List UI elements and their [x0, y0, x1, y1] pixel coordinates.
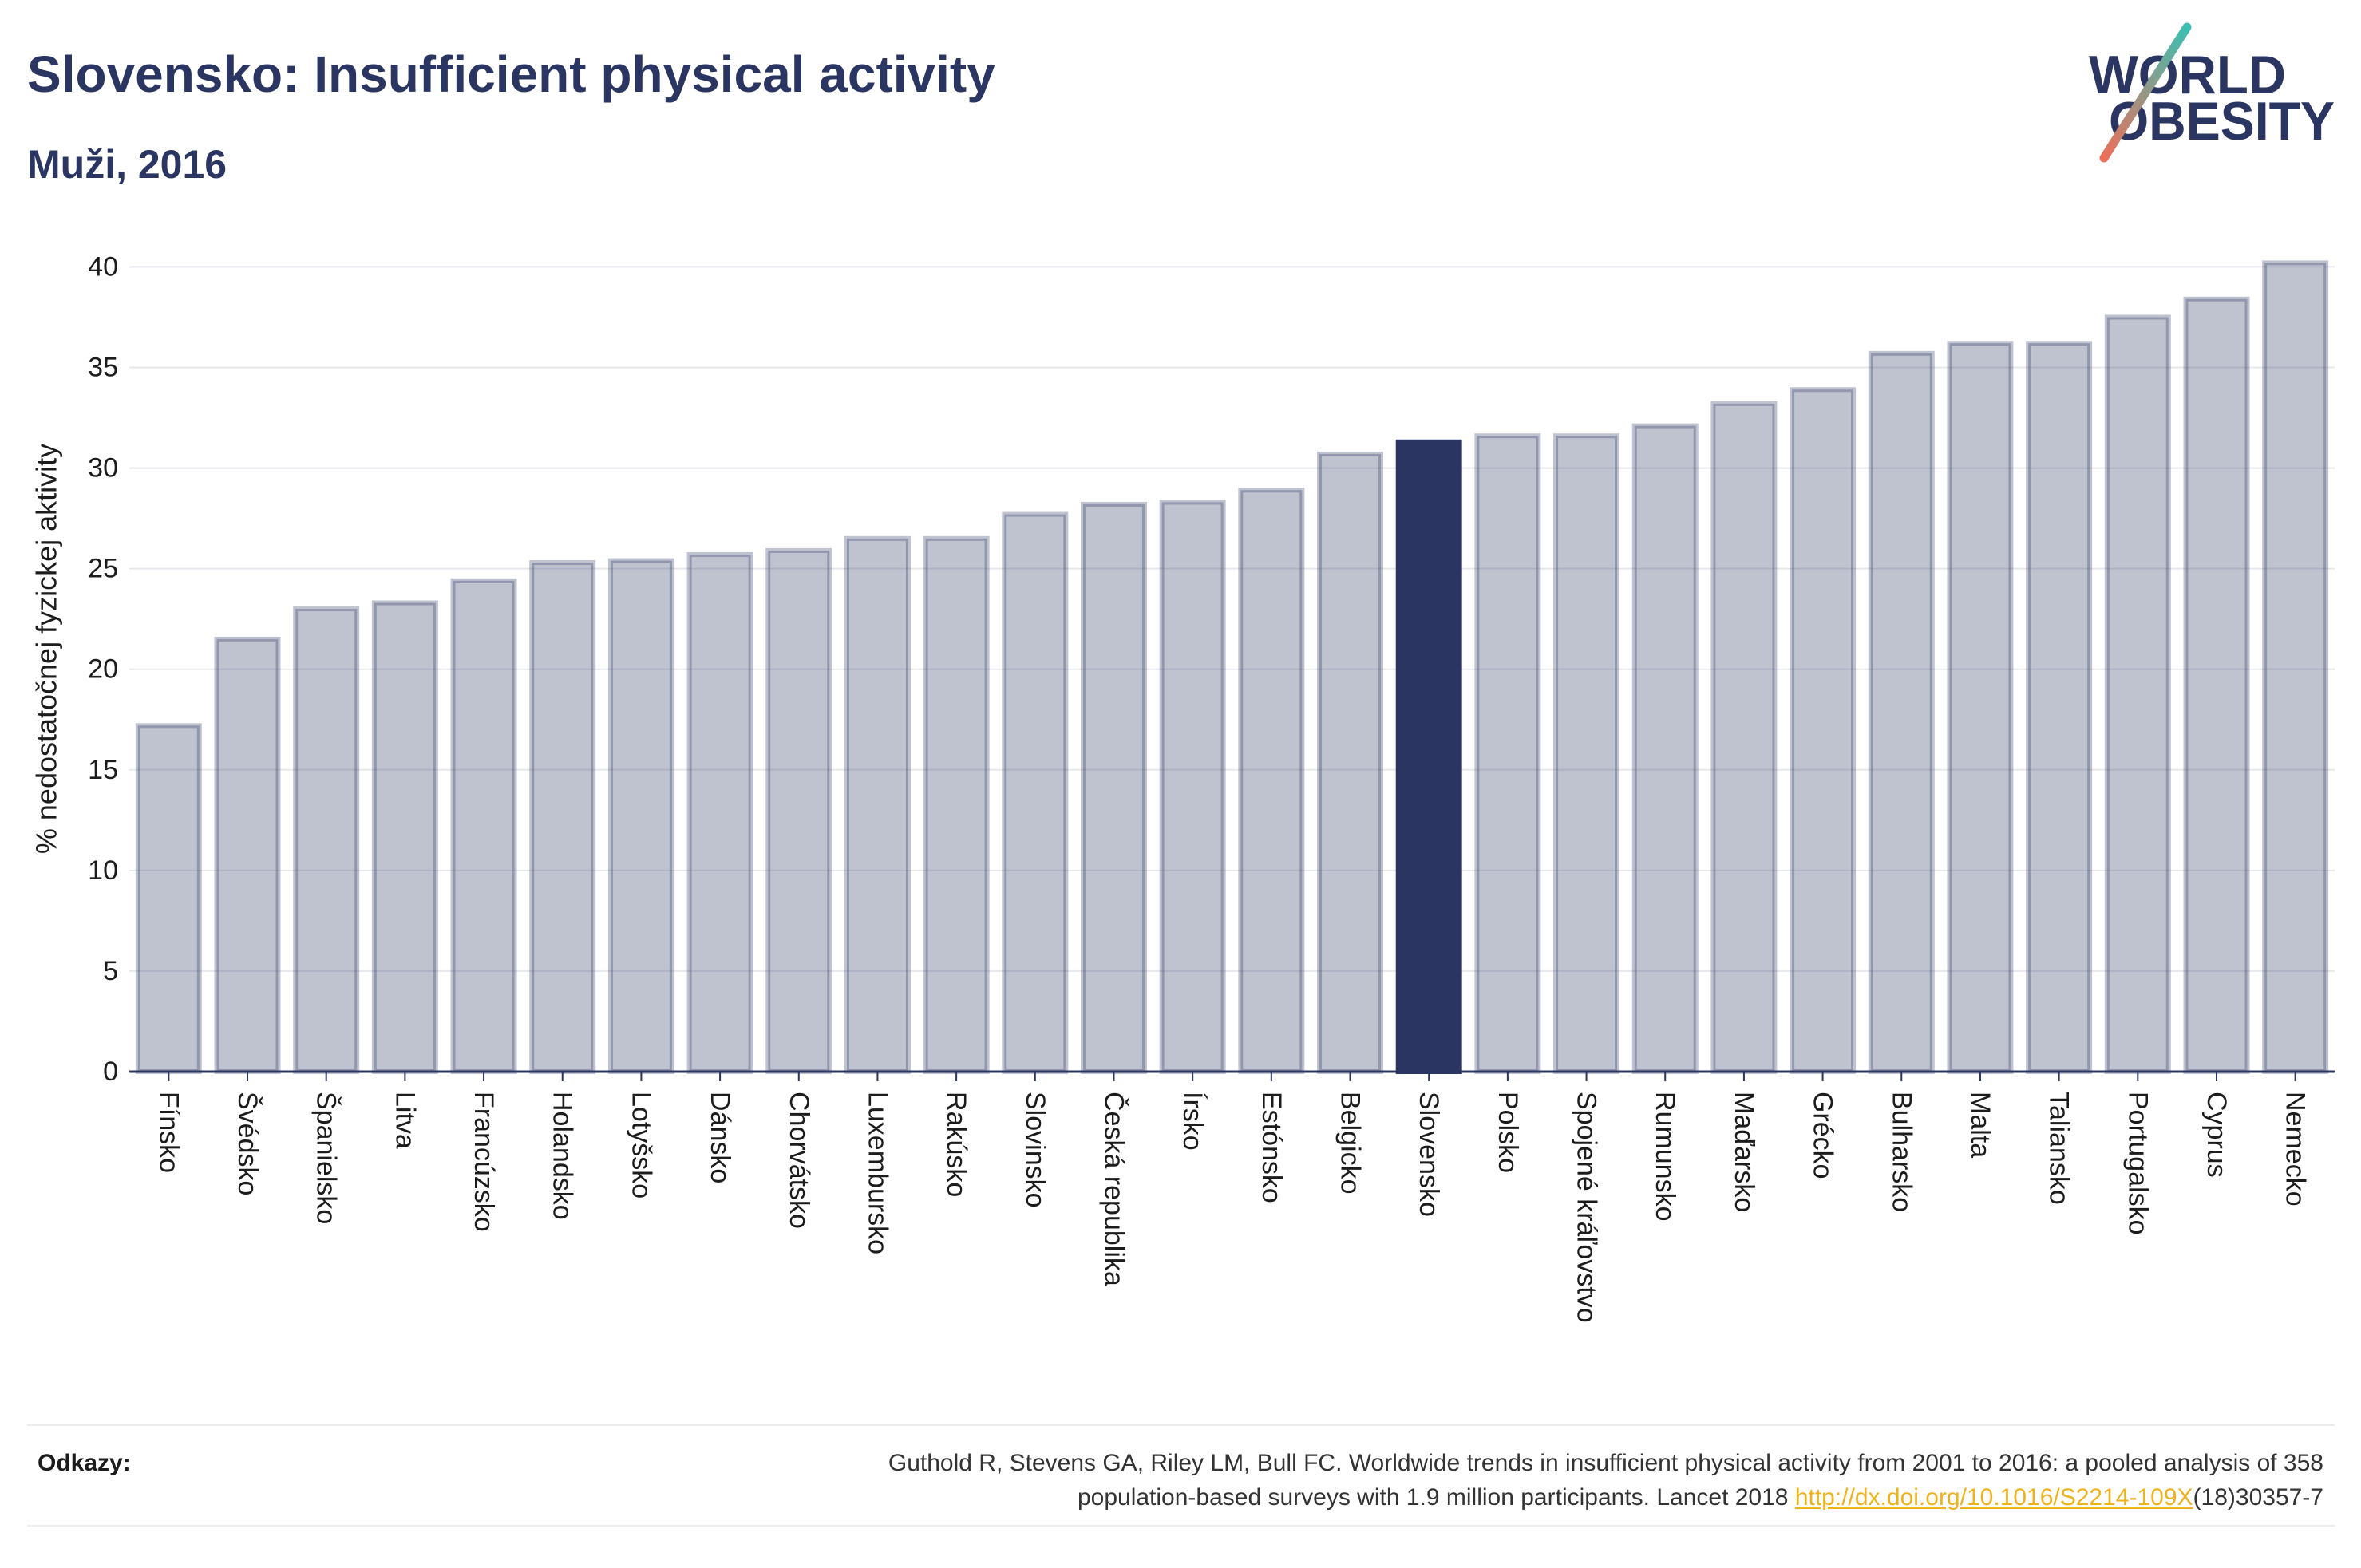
chart-title: Slovensko: Insufficient physical activit… [27, 45, 995, 103]
y-tick-label: 40 [88, 251, 118, 282]
plot-area: 0 5 10 15 20 25 30 35 40 Fínsko Švédsko Španielsko L… [88, 251, 2335, 1323]
x-tick-label: Bulharsko [1886, 1092, 1916, 1212]
x-tick-label: Španielsko [311, 1092, 342, 1224]
bar-belgicko [1317, 451, 1384, 1074]
y-axis-ticks: 0 5 10 15 20 25 30 35 40 [88, 251, 118, 1087]
reference-text: Guthold R, Stevens GA, Riley LM, Bull FC… [328, 1446, 2323, 1515]
bar-madarsko [1710, 401, 1778, 1074]
bar-litva [371, 600, 438, 1074]
bar-dansko [686, 551, 753, 1074]
x-tick-label: Slovinsko [1020, 1092, 1050, 1208]
x-tick-label: Slovensko [1414, 1092, 1444, 1217]
doi-link[interactable]: http://dx.doi.org/10.1016/S2214-109X [1794, 1484, 2193, 1511]
logo-slash-icon [2099, 22, 2192, 163]
x-tick-label: Dánsko [705, 1092, 735, 1183]
bar-portugalsko [2104, 314, 2171, 1074]
world-obesity-logo: WORLD OBESITY [2089, 22, 2335, 163]
x-tick-label: Estónsko [1256, 1092, 1287, 1203]
bar-luxembursko [844, 535, 911, 1074]
doi-link-suffix: (18)30357-7 [2193, 1484, 2323, 1511]
x-tick-label: Írsko [1177, 1092, 1208, 1151]
bar-chorvatsko [765, 547, 832, 1074]
x-tick-label: Fínsko [153, 1092, 184, 1173]
x-tick-label: Rakúsko [941, 1092, 971, 1197]
footer-bottom-divider [27, 1525, 2335, 1527]
bar-polsko [1474, 433, 1541, 1074]
y-tick-label: 0 [103, 1057, 118, 1087]
bar-estonsko [1238, 488, 1305, 1074]
bar-taliansko [2026, 341, 2093, 1074]
x-tick-label: Malta [1965, 1092, 1995, 1158]
reference-line-1: Guthold R, Stevens GA, Riley LM, Bull FC… [888, 1450, 2323, 1476]
y-tick-label: 15 [88, 755, 118, 785]
bar-grecko [1790, 387, 1857, 1074]
x-tick-label: Spojené kráľovstvo [1572, 1092, 1602, 1323]
bar-nemecko [2262, 260, 2329, 1074]
x-axis-ticks: Fínsko Švédsko Španielsko Litva Francúzsko Ho… [153, 1072, 2311, 1323]
x-tick-label: Holandsko [548, 1092, 578, 1220]
y-axis-title: % nedostatočnej fyzickej aktivity [30, 444, 63, 854]
footer-top-divider [27, 1424, 2335, 1426]
x-tick-label: Litva [390, 1092, 420, 1149]
bar-spojene-kralovstvo [1553, 433, 1620, 1074]
x-tick-label: Rumunsko [1650, 1092, 1680, 1222]
bar-holandsko [529, 560, 596, 1074]
x-tick-label: Maďarsko [1729, 1092, 1759, 1212]
references-label: Odkazy: [38, 1450, 131, 1476]
x-tick-label: Portugalsko [2122, 1092, 2153, 1235]
bars [135, 260, 2329, 1075]
x-tick-label: Belgicko [1335, 1092, 1366, 1195]
bar-svedsko [214, 636, 281, 1074]
x-tick-label: Polsko [1493, 1092, 1523, 1173]
bar-francuzsko [450, 578, 517, 1074]
y-tick-label: 25 [88, 554, 118, 584]
bar-malta [1947, 341, 2014, 1074]
reference-line-2: population-based surveys with 1.9 millio… [328, 1480, 2323, 1515]
y-tick-label: 35 [88, 353, 118, 383]
bar-irsko [1159, 500, 1226, 1074]
bar-cyprus [2183, 296, 2250, 1074]
y-tick-label: 10 [88, 855, 118, 886]
bar-slovensko [1395, 439, 1462, 1074]
bar-finsko [135, 723, 202, 1074]
x-tick-label: Česká republika [1098, 1092, 1129, 1286]
x-tick-label: Grécko [1808, 1092, 1838, 1179]
chart-subtitle: Muži, 2016 [27, 142, 227, 187]
x-tick-label: Cyprus [2201, 1092, 2232, 1178]
bar-chart: 0 5 10 15 20 25 30 35 40 Fínsko Švédsko Španielsko L… [30, 251, 2335, 1323]
y-tick-label: 20 [88, 654, 118, 685]
x-tick-label: Švédsko [232, 1092, 263, 1195]
bar-rakusko [923, 535, 990, 1074]
x-tick-label: Taliansko [2044, 1092, 2074, 1205]
bar-ceska-republika [1080, 501, 1147, 1074]
bar-lotyssko [607, 558, 674, 1074]
bar-slovinsko [1002, 511, 1069, 1074]
x-tick-label: Lotyšsko [626, 1092, 656, 1199]
bar-spanielsko [293, 606, 360, 1074]
x-tick-label: Chorvátsko [784, 1092, 814, 1229]
logo-wordmark-world: WORLD [2089, 45, 2286, 105]
y-tick-label: 5 [103, 956, 118, 986]
logo-wordmark-obesity: OBESITY [2109, 91, 2335, 152]
x-tick-label: Francúzsko [469, 1092, 499, 1232]
bar-bulharsko [1868, 350, 1935, 1075]
x-tick-label: Nemecko [2280, 1092, 2311, 1207]
bar-rumunsko [1631, 423, 1699, 1074]
y-tick-label: 30 [88, 453, 118, 484]
reference-line-2-text: population-based surveys with 1.9 millio… [1077, 1484, 1789, 1511]
x-tick-label: Luxembursko [862, 1092, 892, 1254]
